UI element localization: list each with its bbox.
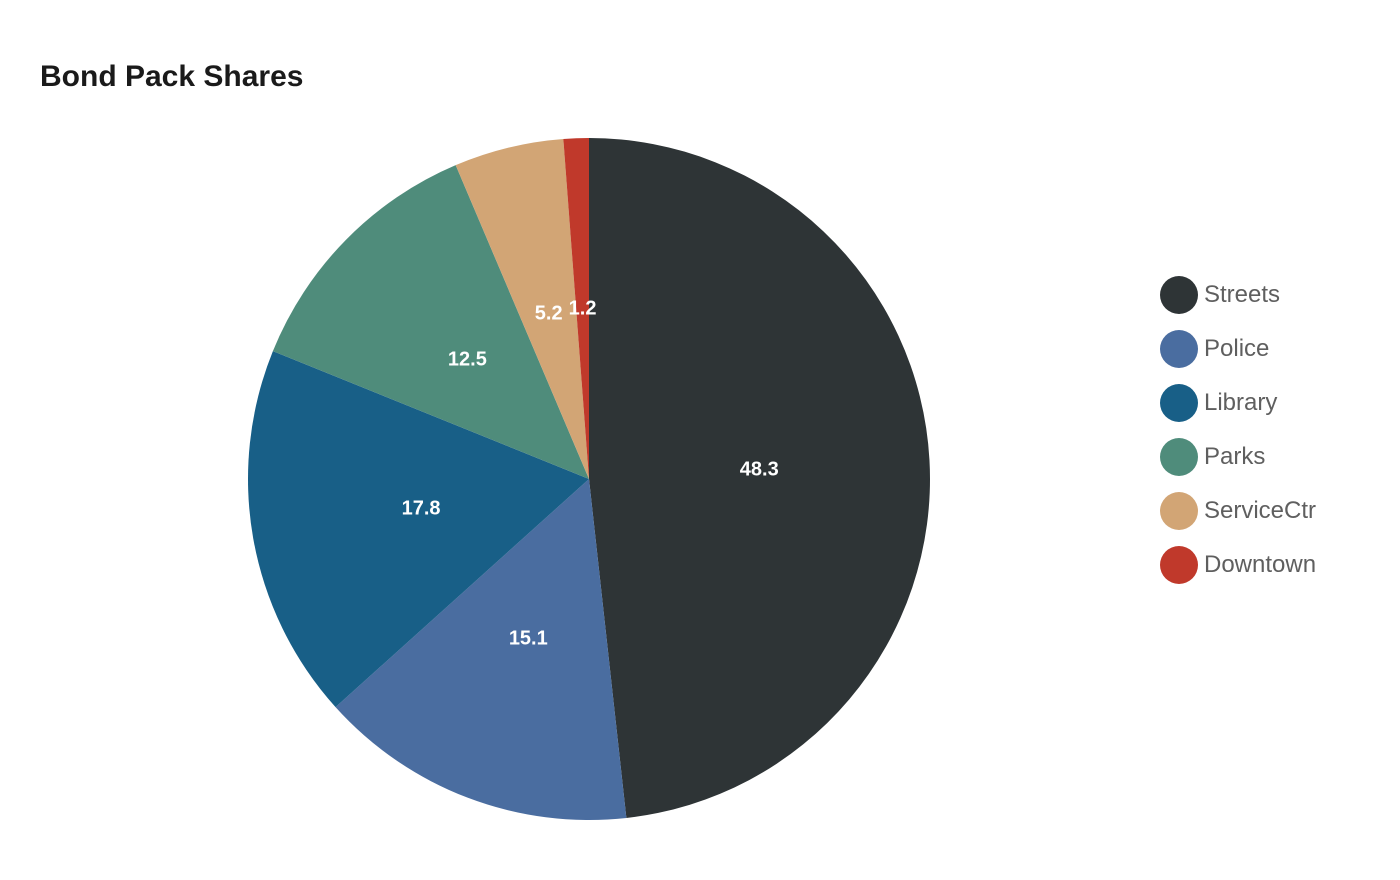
pie-data-labels: 48.3 15.1 17.8 12.5 5.2 1.2 — [402, 298, 779, 650]
data-label-library: 17.8 — [402, 498, 441, 520]
legend-label: Police — [1204, 335, 1270, 362]
legend-label: Parks — [1204, 443, 1266, 470]
legend-item-servicectr: ServiceCtr — [1160, 492, 1316, 530]
data-label-downtown: 1.2 — [569, 298, 597, 320]
legend-label: ServiceCtr — [1204, 497, 1317, 524]
legend-swatch — [1160, 384, 1198, 422]
data-label-parks: 12.5 — [448, 348, 487, 370]
legend-item-library: Library — [1160, 384, 1316, 422]
legend-label: Streets — [1204, 281, 1281, 308]
data-label-police: 15.1 — [509, 627, 548, 649]
pie-slices — [247, 138, 931, 820]
pie-slice-parks — [272, 165, 589, 480]
legend-label: Library — [1204, 389, 1278, 416]
data-label-streets: 48.3 — [740, 459, 779, 481]
chart-title: Bond Pack Shares — [40, 60, 304, 93]
legend-item-downtown: Downtown — [1160, 546, 1316, 584]
pie-slice-police — [335, 479, 627, 820]
legend-swatch — [1160, 276, 1198, 314]
legend-swatch — [1160, 330, 1198, 368]
pie-slice-downtown — [563, 138, 589, 479]
pie-slice-servicectr — [455, 138, 589, 479]
legend-swatch — [1160, 438, 1198, 476]
pie-slice-streets — [589, 138, 931, 818]
legend-label: Downtown — [1204, 551, 1317, 578]
legend: Streets Police Library Parks ServiceCtr Downt… — [1160, 276, 1316, 600]
legend-item-police: Police — [1160, 330, 1316, 368]
legend-item-streets: Streets — [1160, 276, 1316, 314]
legend-swatch — [1160, 546, 1198, 584]
data-label-servicectr: 5.2 — [535, 302, 563, 324]
legend-swatch — [1160, 492, 1198, 530]
legend-item-parks: Parks — [1160, 438, 1316, 476]
pie-slice-library — [247, 351, 589, 708]
